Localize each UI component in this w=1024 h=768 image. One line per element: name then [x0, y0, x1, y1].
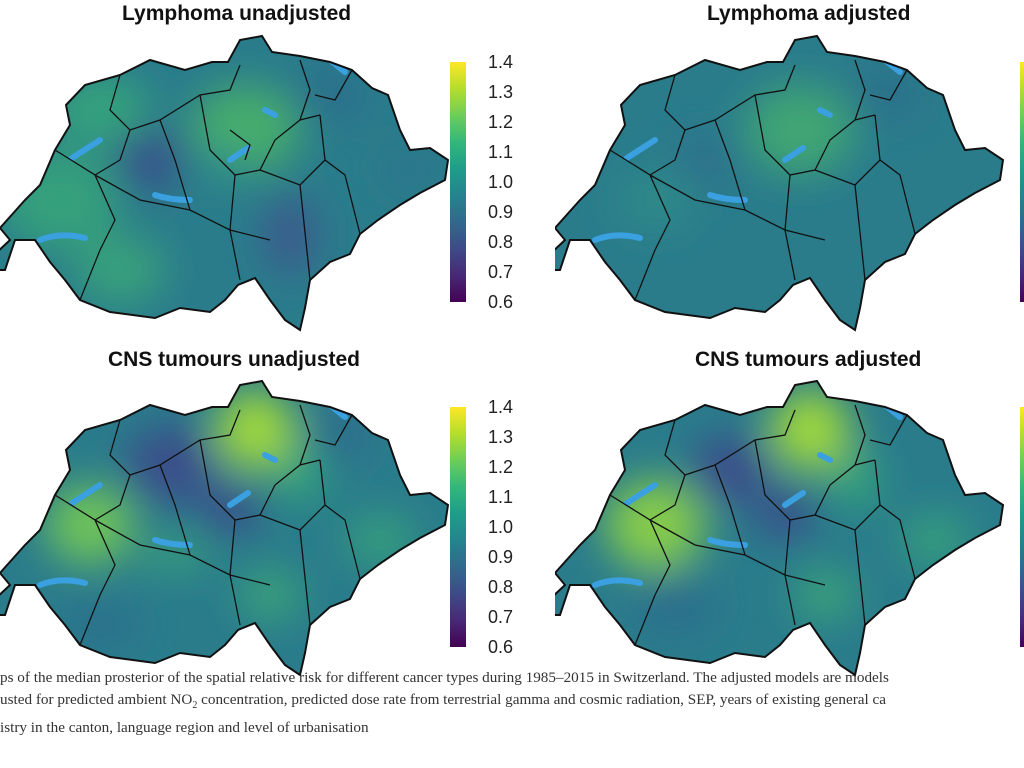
legend-tick: 1.4 [488, 52, 514, 72]
figure-caption: ps of the median prosterior of the spati… [0, 667, 1024, 739]
caption-line-2: usted for predicted ambient NO2 concentr… [0, 689, 1024, 717]
colorbar [450, 62, 466, 302]
legend-tick: 0.6 [488, 292, 514, 312]
map-panel-cns-adjusted: CNS tumours adjusted [545, 345, 1024, 676]
legend-tick: 0.8 [488, 232, 514, 252]
caption-line-3: istry in the canton, language region and… [0, 719, 369, 737]
legend-tick: 1.2 [488, 457, 514, 477]
legend-tick: 0.9 [488, 547, 514, 567]
legend-tick: 1.2 [488, 112, 514, 132]
choropleth-map [0, 380, 449, 676]
legend-tick: 0.9 [488, 202, 514, 222]
legend-tick: 0.7 [488, 262, 514, 282]
legend-tick: 1.1 [488, 487, 514, 507]
caption-line-1: ps of the median prosterior of the spati… [0, 669, 889, 686]
map-panel-lymphoma-adjusted: Lymphoma adjusted [545, 0, 1024, 340]
legend-tick: 1.0 [488, 517, 514, 537]
caption-line-2-pre: usted for predicted ambient NO [0, 691, 193, 708]
panel-title: Lymphoma unadjusted [122, 2, 352, 25]
legend-tick: 1.4 [488, 397, 514, 417]
choropleth-map [555, 35, 1004, 331]
legend-tick: 0.6 [488, 637, 514, 657]
panel-title: Lymphoma adjusted [707, 2, 911, 25]
colorbar [450, 407, 466, 647]
caption-subscript: 2 [192, 700, 198, 712]
legend-tick: 1.3 [488, 427, 514, 447]
legend-tick: 0.7 [488, 607, 514, 627]
legend-tick: 1.3 [488, 82, 514, 102]
legend-tick: 1.1 [488, 142, 514, 162]
choropleth-map [0, 35, 449, 331]
legend-tick: 1.0 [488, 172, 514, 192]
panel-title: CNS tumours adjusted [695, 348, 922, 371]
colorbar [1020, 407, 1024, 647]
legend-tick: 0.8 [488, 577, 514, 597]
choropleth-map [555, 380, 1004, 676]
map-panel-cns-unadjusted: CNS tumours unadjusted [0, 345, 520, 676]
caption-line-2-post: concentration, predicted dose rate from … [197, 691, 886, 708]
colorbar [1020, 62, 1024, 302]
panel-title: CNS tumours unadjusted [108, 348, 361, 371]
map-panel-lymphoma-unadjusted: Lymphoma unadjusted [0, 0, 520, 340]
